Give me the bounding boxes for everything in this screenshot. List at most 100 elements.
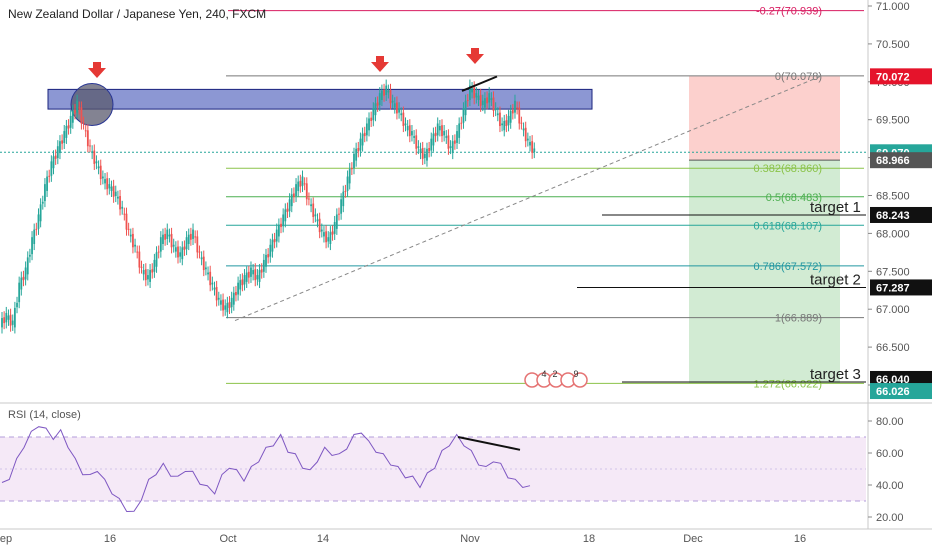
candle-body — [271, 239, 274, 252]
candle-body — [198, 251, 201, 253]
event-badge[interactable] — [572, 372, 588, 388]
candle-body — [125, 213, 128, 230]
price-series — [1, 79, 536, 334]
candle-body — [13, 307, 16, 328]
price-tag — [870, 383, 932, 400]
candle-body — [162, 234, 164, 245]
candle-body — [129, 234, 132, 237]
candle-body — [140, 266, 143, 268]
candle-body — [114, 191, 117, 197]
candle-body — [284, 209, 287, 222]
price-tick-label: 67.000 — [876, 304, 910, 316]
candle-body — [44, 184, 46, 202]
candle-body — [387, 90, 390, 93]
candle-body — [275, 229, 278, 242]
candle-body — [507, 115, 510, 126]
candle-body — [374, 103, 377, 116]
candle-body — [170, 233, 173, 248]
time-tick-label: 14 — [317, 533, 329, 545]
candle-body — [404, 123, 407, 126]
event-badge-label: 2 — [552, 369, 557, 379]
candle-body — [117, 196, 119, 199]
candle-body — [426, 148, 428, 161]
take-profit-zone[interactable] — [689, 160, 840, 384]
candle-body — [194, 236, 197, 238]
candle-body — [267, 254, 270, 258]
time-tick-label: Oct — [219, 533, 236, 545]
candle-body — [217, 297, 220, 300]
candle-body — [209, 271, 212, 286]
candle-body — [95, 161, 98, 164]
candle-body — [329, 232, 332, 245]
candle-body — [235, 292, 237, 296]
candle-body — [157, 251, 160, 253]
candle-body — [174, 247, 177, 252]
fib-label: 0.5(68.483) — [766, 192, 822, 204]
resistance-rect[interactable] — [47, 88, 593, 110]
targets[interactable]: target 1 target 2 target 3 — [577, 199, 866, 383]
candle-body — [63, 131, 66, 143]
candle-body — [432, 133, 435, 146]
candle-body — [481, 100, 484, 106]
candle-body — [346, 176, 349, 191]
candle-body — [22, 276, 25, 281]
candle-body — [520, 122, 523, 124]
price-tag-label: 70.072 — [876, 71, 910, 83]
price-tick-label: 67.500 — [876, 266, 910, 278]
rsi-line[interactable] — [1, 426, 531, 513]
candle-body — [308, 198, 310, 200]
candle-body — [168, 234, 171, 237]
candle-body — [396, 102, 398, 114]
candle-body — [205, 267, 207, 270]
fib-levels[interactable]: -0.27(70.939) 0(70.078) 0.382(68.860) 0.5(6… — [0, 6, 866, 391]
candle-body — [288, 199, 291, 212]
candle-body — [97, 166, 100, 169]
candle-body — [299, 180, 302, 187]
candle-body — [166, 229, 169, 239]
candle-body — [434, 132, 437, 137]
candle-body — [280, 223, 282, 228]
price-tag-label: 66.040 — [876, 374, 910, 386]
candle-body — [443, 131, 446, 136]
candle-body — [61, 140, 63, 144]
candle-body — [89, 145, 91, 147]
time-tick-label: 16 — [104, 533, 116, 545]
fib-label: 0.382(68.860) — [754, 163, 823, 175]
stop-loss-zone[interactable] — [689, 76, 840, 161]
candle-body — [123, 213, 126, 215]
candle-body — [11, 320, 14, 325]
candle-body — [52, 156, 55, 169]
candle-body — [372, 108, 375, 121]
candle-body — [305, 183, 308, 200]
rsi-panel[interactable] — [0, 426, 866, 513]
candle-body — [385, 85, 388, 95]
candle-body — [254, 269, 257, 281]
down-arrow-icon — [88, 62, 106, 78]
candle-body — [447, 135, 450, 149]
candle-body — [350, 168, 353, 170]
time-tick-label: Nov — [460, 533, 480, 545]
divergence-line-rsi[interactable] — [457, 436, 521, 451]
candle-body — [69, 115, 72, 128]
candle-body — [226, 302, 229, 313]
position-box[interactable] — [689, 76, 840, 384]
candle-body — [104, 179, 106, 184]
divergence-line-price[interactable] — [461, 75, 498, 92]
candle-body — [417, 146, 420, 148]
price-tag — [870, 68, 932, 85]
trendline[interactable] — [234, 76, 821, 322]
fib-label: 0.786(67.572) — [754, 261, 823, 273]
candle-body — [524, 127, 527, 142]
candle-body — [101, 176, 104, 179]
price-tag — [870, 206, 932, 223]
candle-body — [59, 141, 61, 154]
candle-body — [215, 286, 218, 301]
candle-body — [499, 112, 501, 127]
candle-body — [471, 88, 473, 93]
candle-body — [220, 300, 222, 305]
candle-body — [310, 204, 312, 207]
candle-body — [91, 151, 94, 154]
